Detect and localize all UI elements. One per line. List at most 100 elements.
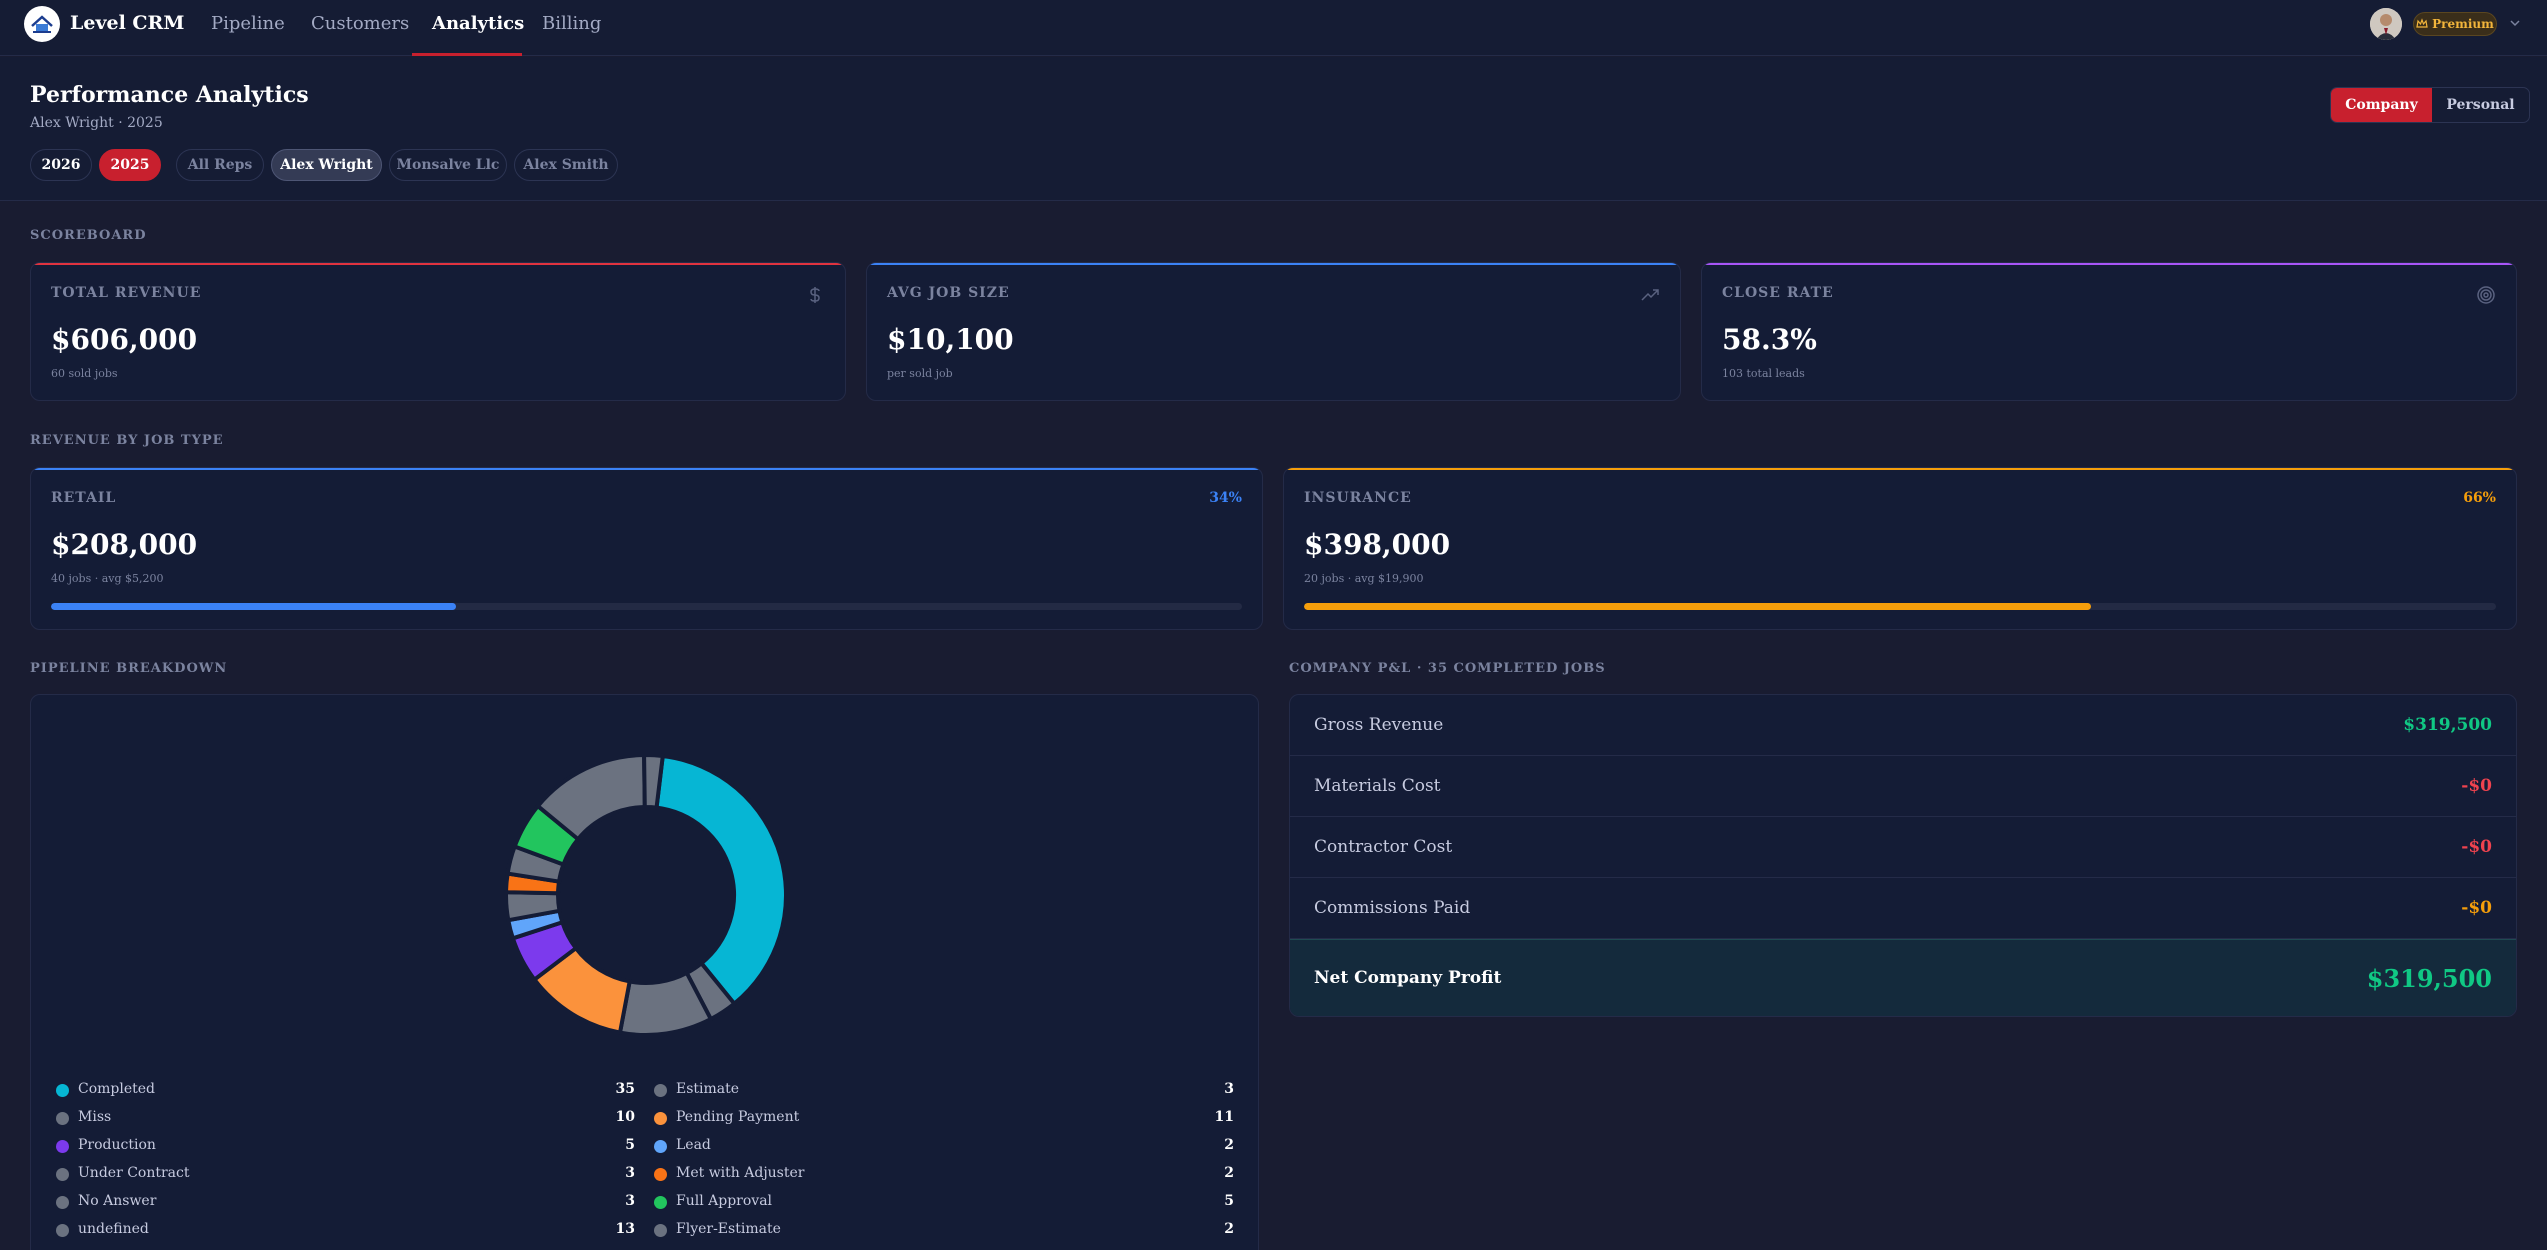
card-sub: 20 jobs · avg $19,900: [1304, 572, 1424, 585]
pl-row-gross-revenue: Gross Revenue $319,500: [1290, 695, 2516, 756]
donut-slice-completed[interactable]: [654, 753, 788, 1007]
legend-count: 11: [1214, 1109, 1234, 1125]
legend-dot: [654, 1168, 667, 1181]
legend-count: 10: [615, 1109, 635, 1125]
legend-item-flyer-estimate[interactable]: Flyer-Estimate 2: [654, 1221, 1234, 1241]
page-title: Performance Analytics: [30, 82, 309, 108]
legend-item-undefined[interactable]: undefined 13: [56, 1221, 635, 1241]
card-accent-bar: [31, 468, 1262, 470]
card-label: AVG JOB SIZE: [887, 285, 1010, 301]
pl-row-value: $319,500: [2403, 715, 2492, 735]
pl-row-value: -$0: [2461, 837, 2492, 857]
progress-fill: [51, 603, 456, 610]
legend-item-full-approval[interactable]: Full Approval 5: [654, 1193, 1234, 1213]
legend-dot: [654, 1224, 667, 1237]
premium-label: Premium: [2432, 17, 2494, 31]
nav-customers[interactable]: Customers: [311, 13, 410, 34]
dollar-icon: [810, 287, 820, 303]
pl-row-label: Contractor Cost: [1314, 837, 1453, 857]
legend-label: undefined: [78, 1221, 149, 1237]
trending-up-icon: [1641, 289, 1659, 301]
job-type-card-retail: RETAIL 34% $208,000 40 jobs · avg $5,200: [30, 467, 1263, 630]
legend-dot: [56, 1196, 69, 1209]
pl-row-label: Materials Cost: [1314, 776, 1441, 796]
card-accent-bar: [31, 263, 845, 265]
pipeline-donut-chart: [503, 752, 788, 1037]
legend-dot: [654, 1112, 667, 1125]
legend-label: Miss: [78, 1109, 112, 1125]
card-sub: 40 jobs · avg $5,200: [51, 572, 164, 585]
page-subtitle: Alex Wright · 2025: [30, 115, 163, 131]
legend-item-lead[interactable]: Lead 2: [654, 1137, 1234, 1157]
house-logo-icon: [31, 15, 53, 33]
rep-pill-all-reps[interactable]: All Reps: [176, 149, 264, 181]
legend-dot: [56, 1112, 69, 1125]
pl-net-label: Net Company Profit: [1314, 968, 1502, 988]
legend-item-miss[interactable]: Miss 10: [56, 1109, 635, 1129]
legend-count: 3: [1224, 1081, 1234, 1097]
legend-label: Pending Payment: [676, 1109, 800, 1125]
card-value: $606,000: [51, 323, 198, 356]
user-avatar[interactable]: [2370, 8, 2402, 40]
nav-billing[interactable]: Billing: [542, 13, 602, 34]
nav-analytics[interactable]: Analytics: [432, 13, 525, 34]
brand-name[interactable]: Level CRM: [70, 12, 185, 34]
card-value: $398,000: [1304, 528, 1451, 561]
donut-slice-flyer-estimate[interactable]: [642, 753, 665, 810]
pl-row-commissions-paid: Commissions Paid -$0: [1290, 878, 2516, 939]
legend-item-pending-payment[interactable]: Pending Payment 11: [654, 1109, 1234, 1129]
pl-panel: Gross Revenue $319,500 Materials Cost -$…: [1289, 694, 2517, 1017]
pl-net-profit-row: Net Company Profit $319,500: [1290, 939, 2516, 1016]
stat-card-total-revenue: TOTAL REVENUE $606,000 60 sold jobs: [30, 262, 846, 401]
pl-row-value: -$0: [2461, 776, 2492, 796]
legend-label: Flyer-Estimate: [676, 1221, 781, 1237]
toggle-personal[interactable]: Personal: [2446, 97, 2515, 113]
chevron-down-icon[interactable]: [2507, 15, 2523, 31]
card-accent-bar: [1702, 263, 2516, 265]
pl-row-contractor-cost: Contractor Cost -$0: [1290, 817, 2516, 878]
legend-dot: [56, 1168, 69, 1181]
legend-label: Completed: [78, 1081, 156, 1097]
rep-pill-alex-smith[interactable]: Alex Smith: [514, 149, 618, 181]
premium-badge[interactable]: Premium: [2413, 12, 2497, 36]
top-nav: Level CRM Pipeline Customers Analytics B…: [0, 0, 2547, 56]
legend-item-completed[interactable]: Completed 35: [56, 1081, 635, 1101]
card-percent: 66%: [2463, 490, 2496, 506]
card-sub: per sold job: [887, 367, 953, 380]
legend-dot: [654, 1196, 667, 1209]
legend-count: 5: [1224, 1193, 1234, 1209]
rep-pill-alex-wright[interactable]: Alex Wright: [271, 149, 382, 181]
legend-count: 2: [1224, 1221, 1234, 1237]
legend-count: 3: [625, 1193, 635, 1209]
legend-dot: [654, 1084, 667, 1097]
company-personal-toggle: Company Personal: [2330, 87, 2530, 123]
card-label: INSURANCE: [1304, 490, 1412, 506]
legend-item-no-answer[interactable]: No Answer 3: [56, 1193, 635, 1213]
card-value: $10,100: [887, 323, 1014, 356]
legend-count: 3: [625, 1165, 635, 1181]
year-pill-2025[interactable]: 2025: [99, 149, 161, 181]
legend-label: Under Contract: [78, 1165, 190, 1181]
pl-row-value: -$0: [2461, 898, 2492, 918]
year-pill-2026[interactable]: 2026: [30, 149, 92, 181]
legend-item-estimate[interactable]: Estimate 3: [654, 1081, 1234, 1101]
job-type-card-insurance: INSURANCE 66% $398,000 20 jobs · avg $19…: [1283, 467, 2517, 630]
progress-track: [1304, 603, 2496, 610]
legend-item-production[interactable]: Production 5: [56, 1137, 635, 1157]
job-type-label: REVENUE BY JOB TYPE: [30, 433, 224, 448]
card-sub: 103 total leads: [1722, 367, 1805, 380]
card-value: $208,000: [51, 528, 198, 561]
card-label: TOTAL REVENUE: [51, 285, 202, 301]
crown-icon: [2416, 18, 2428, 28]
legend-item-met-with-adjuster[interactable]: Met with Adjuster 2: [654, 1165, 1234, 1185]
brand-logo[interactable]: [24, 6, 60, 42]
legend-item-under-contract[interactable]: Under Contract 3: [56, 1165, 635, 1185]
nav-pipeline[interactable]: Pipeline: [211, 13, 285, 34]
card-label: CLOSE RATE: [1722, 285, 1834, 301]
legend-dot: [56, 1224, 69, 1237]
toggle-company[interactable]: Company: [2331, 88, 2432, 122]
legend-label: No Answer: [78, 1193, 157, 1209]
card-sub: 60 sold jobs: [51, 367, 118, 380]
rep-pill-monsalve-llc[interactable]: Monsalve Llc: [389, 149, 507, 181]
user-photo-icon: [2370, 8, 2402, 40]
